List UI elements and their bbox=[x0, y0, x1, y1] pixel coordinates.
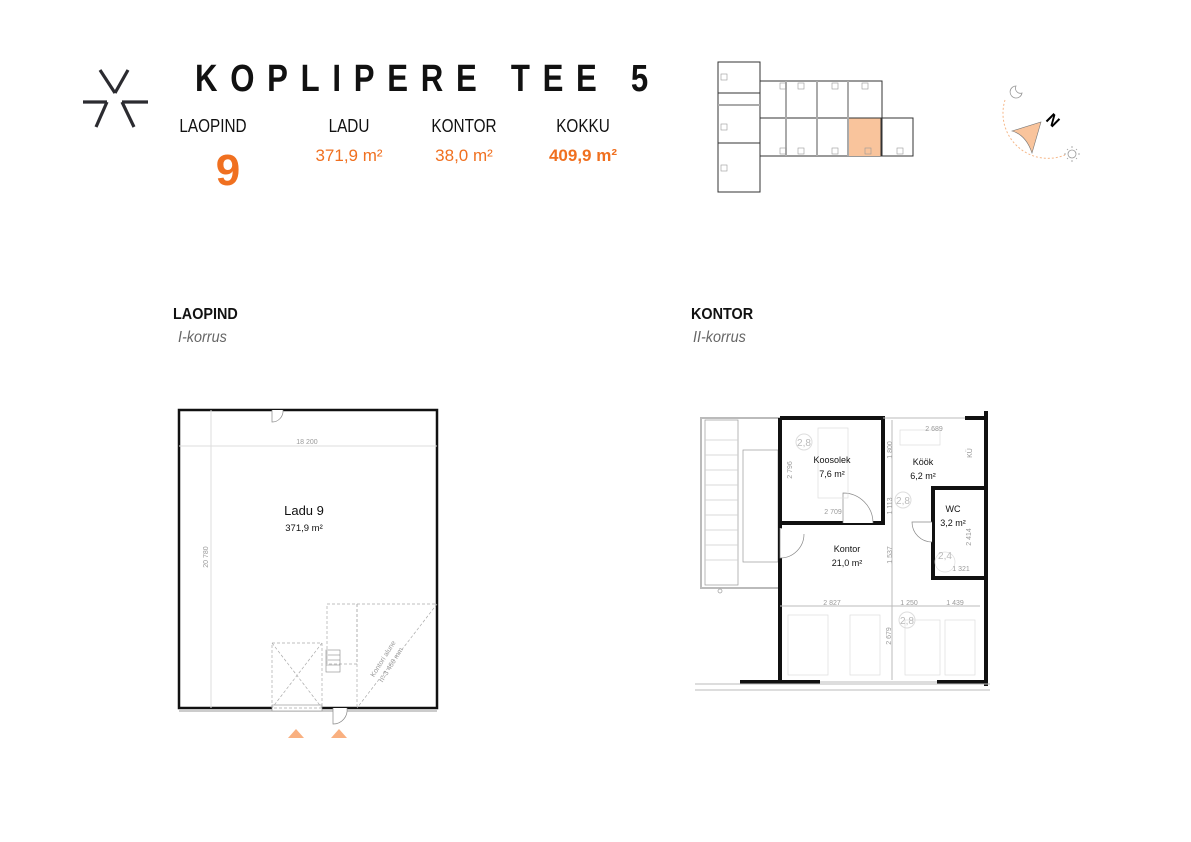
walls bbox=[740, 411, 988, 686]
star-logo bbox=[83, 69, 148, 128]
value-ladu: 371,9 m² bbox=[315, 146, 383, 165]
dim-length: 20 780 bbox=[203, 546, 210, 568]
room-name-kontor: Kontor bbox=[834, 544, 861, 554]
dim: 1 439 bbox=[946, 600, 964, 607]
site-key-plan bbox=[717, 61, 914, 193]
dim: 2 709 bbox=[824, 509, 842, 516]
room-area: 371,9 m² bbox=[285, 523, 323, 534]
ground-floor-plan: 18 200 20 780 Ladu 9 371,9 m² Kontori al… bbox=[177, 408, 439, 738]
second-floor-title: KONTOR bbox=[691, 306, 754, 323]
sun-path-arc bbox=[1002, 99, 1066, 159]
room-area-kook: 6,2 m² bbox=[910, 471, 936, 481]
value-kokku: 409,9 m² bbox=[548, 146, 618, 165]
label-kontor: KONTOR bbox=[431, 116, 497, 136]
compass: N bbox=[1002, 85, 1080, 162]
second-floor-plan: Koosolek 7,6 m² Köök 6,2 m² WC 3,2 m² Ko… bbox=[695, 411, 990, 691]
dim: 1 113 bbox=[887, 497, 894, 514]
room-name-wc: WC bbox=[946, 504, 961, 514]
ceiling-height: 2,4 bbox=[938, 551, 952, 562]
north-arrow bbox=[1010, 121, 1042, 155]
room-area-koosolek: 7,6 m² bbox=[819, 469, 845, 479]
dim: 1 537 bbox=[887, 546, 894, 564]
value-kontor: 38,0 m² bbox=[435, 146, 493, 165]
ceiling-height: 2,8 bbox=[797, 438, 811, 449]
dim: 2 679 bbox=[886, 627, 893, 645]
label-laopind: LAOPIND bbox=[179, 116, 247, 136]
ceiling-height: 2,8 bbox=[900, 616, 914, 627]
fridge-label: KÜ bbox=[966, 448, 974, 458]
ceiling-heights: 2,8 2,8 2,8 2,4 bbox=[795, 433, 952, 629]
label-kokku: KOKKU bbox=[556, 116, 610, 136]
dim-width: 18 200 bbox=[296, 439, 318, 446]
room-area-wc: 3,2 m² bbox=[940, 518, 966, 528]
sun-icon bbox=[1064, 146, 1080, 162]
dimension-labels: 2 689 1 800 2 796 2 709 1 113 1 537 2 82… bbox=[787, 426, 974, 645]
dim: 1 800 bbox=[887, 441, 894, 459]
moon-icon bbox=[1009, 85, 1023, 99]
room-name: Ladu 9 bbox=[284, 503, 324, 518]
dim: 2 796 bbox=[787, 461, 794, 479]
entrance-arrow bbox=[331, 729, 347, 738]
ground-floor-subtitle: I-korrus bbox=[178, 329, 227, 346]
door-bottom bbox=[332, 707, 348, 725]
dim: 1 250 bbox=[900, 600, 918, 607]
unit-number: 9 bbox=[215, 146, 241, 195]
dim: 2 689 bbox=[925, 426, 943, 433]
staircase bbox=[700, 417, 781, 594]
dim: 1 321 bbox=[952, 566, 970, 573]
page-title: KOPLIPERE TEE 5 bbox=[195, 58, 661, 100]
dim: 2 827 bbox=[823, 600, 841, 607]
room-name-kook: Köök bbox=[913, 457, 934, 467]
ceiling-height: 2,8 bbox=[896, 496, 910, 507]
label-ladu: LADU bbox=[328, 116, 370, 136]
north-label: N bbox=[1042, 111, 1062, 131]
ground-floor-title: LAOPIND bbox=[173, 306, 238, 323]
entrance-arrow bbox=[288, 729, 304, 738]
room-area-kontor: 21,0 m² bbox=[832, 558, 863, 568]
dim: 2 414 bbox=[966, 528, 973, 546]
room-labels: Koosolek 7,6 m² Köök 6,2 m² WC 3,2 m² Ko… bbox=[813, 455, 965, 568]
door-top bbox=[271, 409, 284, 423]
second-floor-subtitle: II-korrus bbox=[693, 329, 746, 346]
room-name-koosolek: Koosolek bbox=[813, 455, 851, 465]
unit-9-highlight bbox=[848, 118, 881, 156]
